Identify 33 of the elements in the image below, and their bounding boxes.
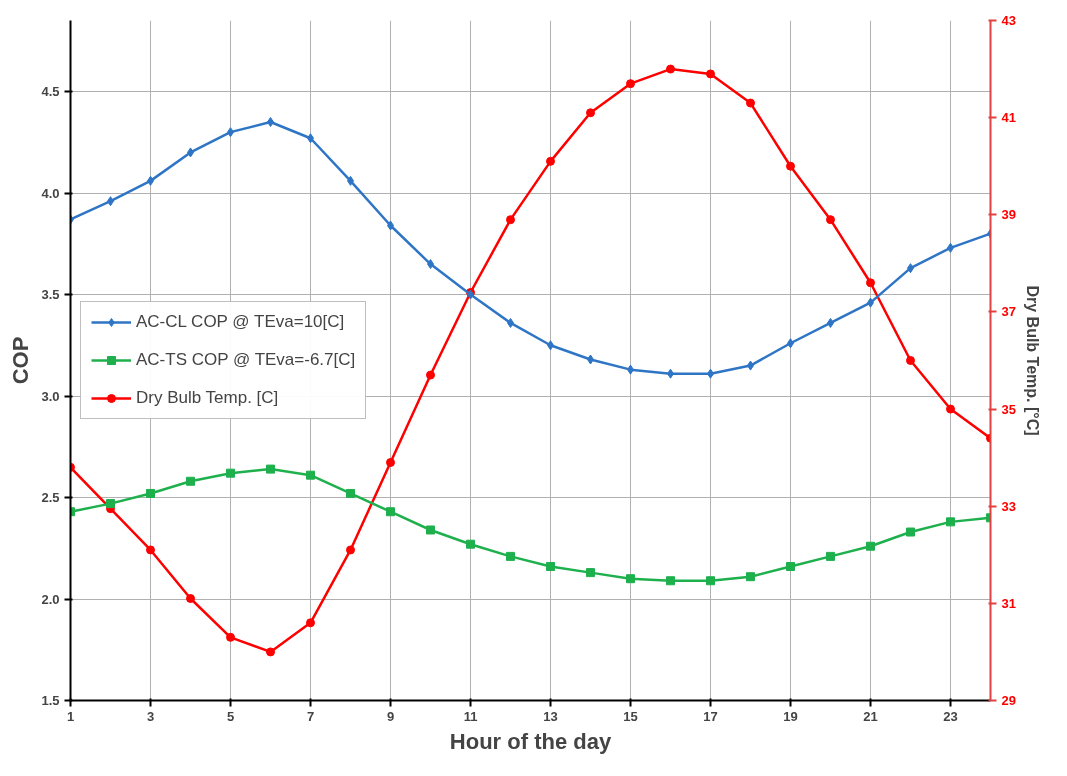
x-tick-label: 23 bbox=[943, 708, 958, 724]
y2-tick-label: 29 bbox=[1001, 693, 1016, 708]
x-tick-label: 5 bbox=[226, 708, 235, 724]
y2-tick-label: 39 bbox=[1001, 207, 1016, 223]
x-tick-label: 11 bbox=[463, 708, 478, 724]
y-tick-label: 2.0 bbox=[41, 591, 60, 607]
y-tick-label: 3.5 bbox=[41, 287, 60, 303]
y2-tick-label: 33 bbox=[1001, 498, 1016, 514]
y2-tick-label: 41 bbox=[1001, 110, 1016, 126]
y2-tick-label: 43 bbox=[1001, 13, 1016, 28]
y2-tick-label: 35 bbox=[1001, 401, 1016, 417]
y2-tick-label: 37 bbox=[1001, 304, 1016, 320]
y-axis-title: COP bbox=[8, 336, 34, 385]
y2-axis-title: Dry Bulb Temp. [°C] bbox=[1023, 285, 1041, 436]
x-axis-title: Hour of the day bbox=[449, 728, 612, 754]
y-tick-label: 4.5 bbox=[41, 84, 60, 100]
x-tick-label: 13 bbox=[543, 708, 558, 724]
x-tick-label: 17 bbox=[703, 708, 718, 724]
y-tick-label: 3.0 bbox=[41, 388, 60, 404]
x-tick-label: 7 bbox=[306, 708, 315, 724]
legend-label: Dry Bulb Temp. [C] bbox=[136, 388, 279, 408]
legend-label: AC-CL COP @ TEva=10[C] bbox=[136, 312, 345, 332]
y-tick-label: 1.5 bbox=[41, 693, 60, 708]
x-tick-label: 21 bbox=[863, 708, 878, 724]
y-tick-label: 4.0 bbox=[41, 185, 60, 201]
y-tick-label: 2.5 bbox=[41, 490, 60, 506]
x-tick-label: 9 bbox=[386, 708, 395, 724]
x-tick-label: 3 bbox=[146, 708, 155, 724]
x-tick-label: 19 bbox=[783, 708, 798, 724]
x-tick-label: 1 bbox=[66, 708, 75, 724]
legend-label: AC-TS COP @ TEva=-6.7[C] bbox=[136, 350, 356, 370]
y2-tick-label: 31 bbox=[1001, 595, 1016, 611]
x-tick-label: 15 bbox=[623, 708, 638, 724]
